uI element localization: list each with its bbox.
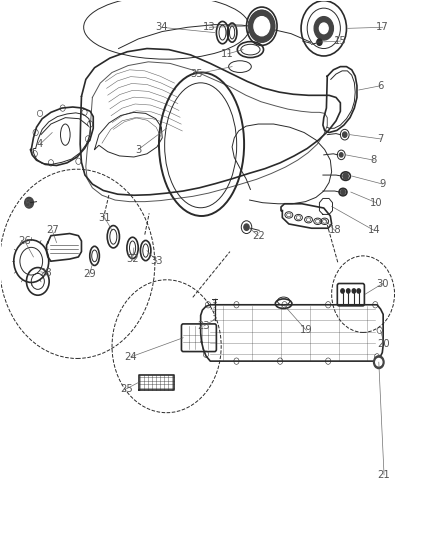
Text: 5: 5	[24, 199, 30, 209]
Circle shape	[25, 197, 33, 208]
Circle shape	[317, 39, 322, 45]
Circle shape	[249, 10, 275, 42]
Text: 31: 31	[98, 213, 111, 223]
Text: 18: 18	[328, 225, 341, 236]
Text: 8: 8	[371, 155, 377, 165]
Text: 23: 23	[198, 321, 210, 331]
Text: 3: 3	[135, 144, 141, 155]
Circle shape	[376, 359, 382, 366]
Text: 22: 22	[252, 231, 265, 241]
Circle shape	[352, 289, 356, 293]
Text: 17: 17	[376, 22, 389, 33]
Text: 25: 25	[120, 384, 133, 394]
Circle shape	[341, 189, 345, 195]
Text: 24: 24	[124, 352, 137, 362]
Text: 19: 19	[300, 325, 313, 335]
Circle shape	[343, 132, 347, 138]
Text: 34: 34	[155, 22, 168, 33]
Text: 32: 32	[126, 254, 139, 263]
Text: 30: 30	[377, 279, 389, 288]
Text: 26: 26	[18, 236, 31, 246]
Text: 13: 13	[203, 22, 215, 33]
Text: 7: 7	[378, 134, 384, 144]
Text: 4: 4	[37, 139, 43, 149]
Text: 21: 21	[378, 470, 390, 480]
Text: 27: 27	[46, 225, 59, 236]
Text: 35: 35	[190, 69, 203, 79]
Circle shape	[341, 289, 344, 293]
Text: 10: 10	[370, 198, 382, 208]
Text: 9: 9	[380, 179, 386, 189]
Text: 14: 14	[367, 225, 380, 236]
Text: 28: 28	[39, 268, 52, 278]
Circle shape	[319, 23, 328, 34]
Text: 29: 29	[83, 270, 95, 279]
Text: 6: 6	[378, 81, 384, 91]
Circle shape	[357, 289, 360, 293]
Text: 33: 33	[151, 256, 163, 266]
Circle shape	[254, 17, 270, 36]
Text: 20: 20	[378, 338, 390, 349]
Circle shape	[346, 289, 350, 293]
Circle shape	[339, 153, 343, 157]
Circle shape	[343, 173, 348, 179]
Text: 15: 15	[334, 36, 347, 46]
Circle shape	[374, 356, 384, 368]
Circle shape	[314, 17, 333, 40]
Circle shape	[244, 224, 249, 230]
Text: 11: 11	[221, 49, 234, 59]
